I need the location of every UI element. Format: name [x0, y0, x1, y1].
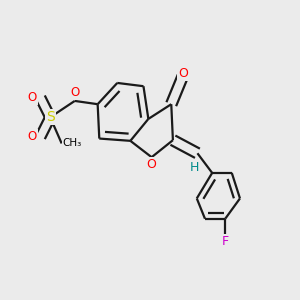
Text: F: F	[222, 235, 229, 248]
Text: O: O	[70, 86, 80, 99]
Text: O: O	[28, 91, 37, 104]
Text: O: O	[178, 67, 188, 80]
Text: H: H	[190, 161, 199, 175]
Text: O: O	[147, 158, 157, 171]
Text: O: O	[28, 130, 37, 143]
Text: S: S	[46, 110, 55, 124]
Text: CH₃: CH₃	[62, 139, 82, 148]
